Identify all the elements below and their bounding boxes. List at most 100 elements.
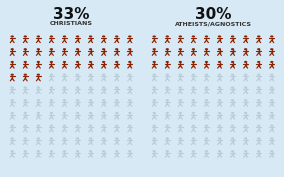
- Circle shape: [257, 125, 260, 127]
- Circle shape: [270, 125, 273, 127]
- Circle shape: [205, 150, 208, 152]
- Circle shape: [37, 99, 40, 101]
- Circle shape: [218, 35, 221, 38]
- Circle shape: [179, 48, 182, 50]
- Circle shape: [76, 35, 79, 38]
- Circle shape: [102, 48, 105, 50]
- Circle shape: [192, 99, 195, 101]
- Circle shape: [24, 86, 27, 88]
- Circle shape: [270, 48, 273, 50]
- Circle shape: [231, 48, 234, 50]
- Circle shape: [218, 86, 221, 88]
- Circle shape: [63, 61, 66, 63]
- Circle shape: [231, 112, 234, 114]
- Circle shape: [102, 35, 105, 38]
- Circle shape: [257, 137, 260, 139]
- Circle shape: [205, 86, 208, 88]
- Circle shape: [153, 48, 156, 50]
- Circle shape: [257, 48, 260, 50]
- Circle shape: [50, 112, 53, 114]
- Circle shape: [270, 61, 273, 63]
- Circle shape: [270, 137, 273, 139]
- Circle shape: [153, 99, 156, 101]
- Circle shape: [37, 125, 40, 127]
- Circle shape: [115, 86, 118, 88]
- Circle shape: [24, 112, 27, 114]
- Circle shape: [257, 35, 260, 38]
- Circle shape: [179, 125, 182, 127]
- Circle shape: [192, 112, 195, 114]
- Circle shape: [231, 99, 234, 101]
- Circle shape: [153, 74, 156, 76]
- Circle shape: [205, 74, 208, 76]
- Circle shape: [89, 86, 92, 88]
- Circle shape: [63, 99, 66, 101]
- Circle shape: [89, 137, 92, 139]
- Circle shape: [244, 35, 247, 38]
- Circle shape: [128, 112, 131, 114]
- Circle shape: [166, 125, 169, 127]
- Circle shape: [128, 150, 131, 152]
- Circle shape: [166, 99, 169, 101]
- Circle shape: [50, 150, 53, 152]
- Circle shape: [153, 137, 156, 139]
- Circle shape: [192, 48, 195, 50]
- Circle shape: [192, 35, 195, 38]
- Circle shape: [102, 150, 105, 152]
- Circle shape: [102, 112, 105, 114]
- Circle shape: [179, 112, 182, 114]
- Circle shape: [50, 74, 53, 76]
- Circle shape: [231, 35, 234, 38]
- Circle shape: [166, 86, 169, 88]
- Circle shape: [102, 86, 105, 88]
- Circle shape: [11, 48, 14, 50]
- Text: 30%: 30%: [195, 7, 231, 22]
- Circle shape: [50, 35, 53, 38]
- Circle shape: [205, 99, 208, 101]
- Circle shape: [179, 137, 182, 139]
- Circle shape: [231, 86, 234, 88]
- Circle shape: [37, 86, 40, 88]
- Circle shape: [128, 61, 131, 63]
- Circle shape: [257, 150, 260, 152]
- Text: ATHEISTS/AGNOSTICS: ATHEISTS/AGNOSTICS: [174, 21, 252, 26]
- Circle shape: [11, 99, 14, 101]
- Circle shape: [76, 61, 79, 63]
- Circle shape: [153, 61, 156, 63]
- Circle shape: [50, 137, 53, 139]
- Circle shape: [218, 150, 221, 152]
- Circle shape: [128, 35, 131, 38]
- Circle shape: [24, 61, 27, 63]
- Circle shape: [179, 150, 182, 152]
- Circle shape: [153, 112, 156, 114]
- Circle shape: [270, 74, 273, 76]
- Circle shape: [24, 48, 27, 50]
- Circle shape: [244, 112, 247, 114]
- Circle shape: [76, 112, 79, 114]
- Circle shape: [128, 125, 131, 127]
- Circle shape: [244, 137, 247, 139]
- Circle shape: [192, 61, 195, 63]
- Circle shape: [89, 150, 92, 152]
- Circle shape: [270, 35, 273, 38]
- Circle shape: [179, 74, 182, 76]
- Circle shape: [63, 35, 66, 38]
- Circle shape: [128, 137, 131, 139]
- Circle shape: [231, 61, 234, 63]
- Circle shape: [244, 74, 247, 76]
- Circle shape: [37, 35, 40, 38]
- Circle shape: [231, 125, 234, 127]
- Circle shape: [50, 125, 53, 127]
- Circle shape: [166, 61, 169, 63]
- Circle shape: [102, 99, 105, 101]
- Circle shape: [192, 86, 195, 88]
- Circle shape: [257, 86, 260, 88]
- Circle shape: [37, 74, 40, 76]
- Circle shape: [231, 74, 234, 76]
- Circle shape: [11, 137, 14, 139]
- Circle shape: [50, 61, 53, 63]
- Circle shape: [37, 150, 40, 152]
- Circle shape: [218, 137, 221, 139]
- Circle shape: [102, 61, 105, 63]
- Circle shape: [115, 35, 118, 38]
